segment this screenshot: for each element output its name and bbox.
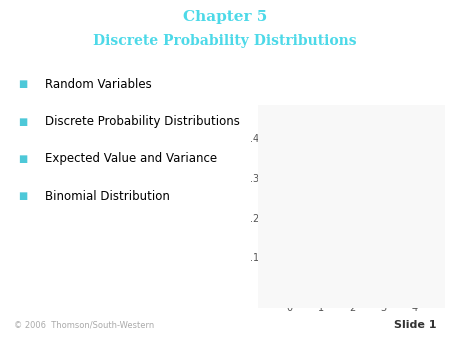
Text: Discrete Probability Distributions: Discrete Probability Distributions bbox=[93, 34, 357, 48]
FancyBboxPatch shape bbox=[252, 99, 450, 314]
Bar bbox=[289, 146, 290, 297]
Bar bbox=[320, 194, 321, 297]
Text: Slide 1: Slide 1 bbox=[394, 319, 436, 330]
Text: © 2006  Thomson/South-Western: © 2006 Thomson/South-Western bbox=[14, 320, 154, 330]
Text: Discrete Probability Distributions: Discrete Probability Distributions bbox=[45, 115, 240, 128]
Text: Chapter 5: Chapter 5 bbox=[183, 10, 267, 24]
Text: Binomial Distribution: Binomial Distribution bbox=[45, 190, 170, 202]
Bar bbox=[414, 262, 415, 297]
Bar bbox=[383, 277, 384, 297]
Bar bbox=[351, 221, 353, 297]
Text: ■: ■ bbox=[18, 117, 27, 127]
Text: ■: ■ bbox=[18, 79, 27, 90]
Text: Random Variables: Random Variables bbox=[45, 78, 152, 91]
Text: Expected Value and Variance: Expected Value and Variance bbox=[45, 152, 217, 165]
Text: ■: ■ bbox=[18, 191, 27, 201]
Text: ■: ■ bbox=[18, 154, 27, 164]
